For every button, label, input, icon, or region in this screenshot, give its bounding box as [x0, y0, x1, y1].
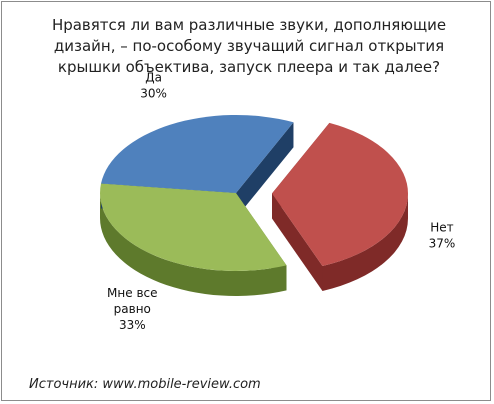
slice-нет-top — [271, 122, 408, 266]
category-label: Нет — [430, 220, 453, 234]
data-label: 37% — [429, 236, 456, 250]
chart-title: Нравятся ли вам различные звуки, дополня… — [51, 16, 447, 76]
slice-да-cut-1 — [236, 122, 294, 218]
slice-нет-label: Нет 37% — [429, 220, 456, 250]
data-label: 33% — [119, 318, 146, 332]
category-label: равно — [114, 302, 151, 316]
slice-да-label: Да 30% — [140, 71, 167, 101]
category-label: Да — [145, 71, 162, 85]
category-label: Мне все — [107, 286, 157, 300]
slice-мне-все-равно-top — [99, 183, 287, 271]
source-note: Источник: www.mobile-review.com — [29, 377, 261, 392]
slice-нет-cut-1 — [271, 193, 323, 291]
slice-да-top — [101, 115, 294, 193]
data-label: 30% — [140, 87, 167, 101]
slice-мне-все-равно-label: Мне все равно 33% — [107, 286, 157, 332]
slice-нет-rim — [322, 193, 408, 291]
slice-мне-все-равно-rim — [100, 193, 287, 297]
